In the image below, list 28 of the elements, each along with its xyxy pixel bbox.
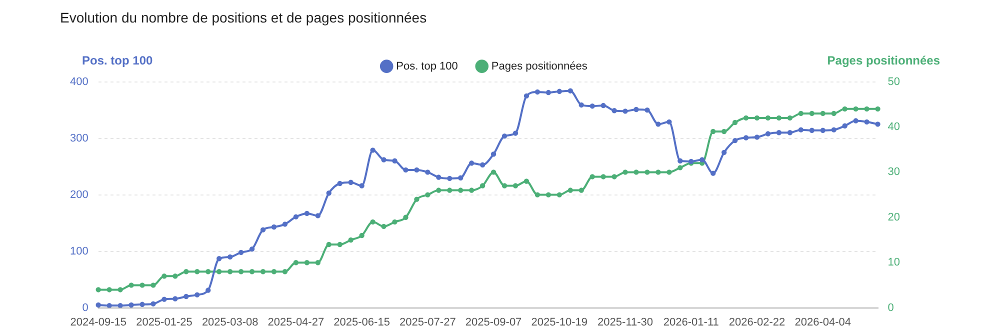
y-axis-title: Pos. top 100: [82, 53, 154, 68]
y2-tick-label: 30: [888, 166, 900, 178]
y2-tick-label: 10: [888, 256, 900, 269]
chart-title: Evolution du nombre de positions et de pages positionnées: [60, 9, 427, 26]
x-tick-label: 2024-09-15: [70, 316, 126, 328]
y-tick-label: 300: [70, 132, 88, 144]
y2-tick-label: 40: [888, 121, 900, 134]
x-tick-label: 2025-04-27: [268, 316, 324, 328]
y-tick-label: 400: [70, 76, 88, 88]
y2-tick-label: 50: [888, 76, 900, 88]
x-tick-label: 2025-11-30: [598, 316, 654, 328]
x-tick-label: 2026-02-22: [728, 316, 786, 328]
legend-label: Pos. top 100: [396, 60, 458, 72]
x-tick-label: 2025-10-19: [531, 316, 588, 328]
y-tick-label: 200: [70, 188, 88, 201]
x-tick-label: 2026-01-11: [663, 316, 719, 328]
y2-tick-label: 0: [888, 302, 894, 314]
x-tick-label: 2025-07-27: [400, 316, 456, 328]
y-tick-label: 0: [82, 302, 88, 314]
x-tick-label: 2025-03-08: [202, 316, 258, 328]
legend-label: Pages positionnées: [491, 60, 588, 72]
x-tick-label: 2025-01-25: [136, 316, 192, 328]
x-tick-label: 2025-06-15: [334, 316, 390, 328]
y-tick-label: 100: [70, 245, 88, 258]
x-tick-label: 2025-09-07: [465, 316, 522, 328]
x-tick-label: 2026-04-04: [794, 316, 852, 328]
y2-tick-label: 20: [888, 211, 900, 224]
y2-axis-title: Pages positionnées: [827, 53, 940, 68]
